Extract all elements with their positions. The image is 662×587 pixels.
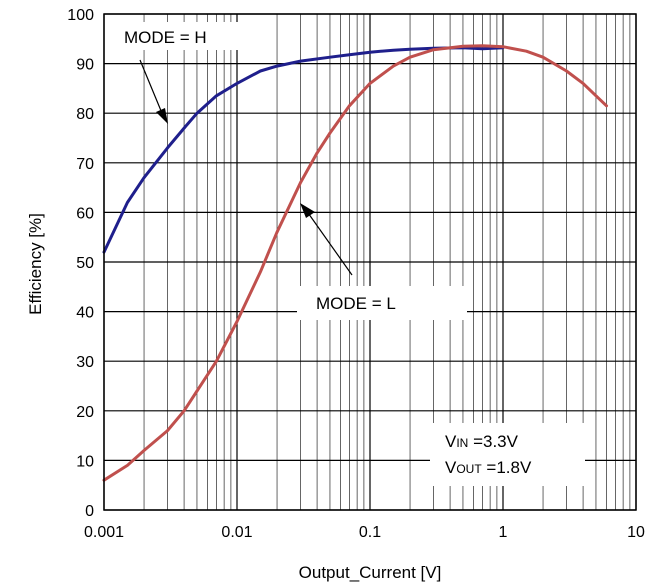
conditions-annotation: VIN =3.3V VOUT =1.8V xyxy=(430,423,585,486)
mode-h-annotation: MODE = H xyxy=(118,22,256,124)
vout-value: =1.8V xyxy=(482,458,532,477)
vin-condition: VIN =3.3V xyxy=(445,432,519,451)
x-tick-label: 1 xyxy=(499,524,508,541)
series-line-mode-l xyxy=(102,44,608,482)
series-line-mode-h xyxy=(102,46,505,254)
vout-symbol: V xyxy=(445,458,457,477)
x-tick-label: 10 xyxy=(627,524,645,541)
mode-l-label: MODE = L xyxy=(316,294,396,313)
conditions-box xyxy=(430,423,585,486)
y-tick-labels: 0 10 20 30 40 50 60 70 80 90 100 xyxy=(67,7,94,520)
y-tick-label: 20 xyxy=(76,404,94,421)
y-tick-label: 70 xyxy=(76,156,94,173)
y-tick-label: 30 xyxy=(76,354,94,371)
y-tick-label: 80 xyxy=(76,106,94,123)
series-layer xyxy=(102,44,608,482)
mode-l-arrow-head xyxy=(300,203,315,218)
mode-h-arrow-head xyxy=(156,108,168,124)
x-tick-label: 0.01 xyxy=(221,524,252,541)
x-axis-title: Output_Current [V] xyxy=(299,563,442,582)
mode-h-label: MODE = H xyxy=(124,28,207,47)
y-tick-label: 10 xyxy=(76,453,94,470)
vin-value: =3.3V xyxy=(468,432,518,451)
y-tick-label: 60 xyxy=(76,205,94,222)
mode-h-label-box xyxy=(118,22,256,50)
y-tick-label: 90 xyxy=(76,57,94,74)
y-tick-label: 40 xyxy=(76,305,94,322)
vout-condition: VOUT =1.8V xyxy=(445,458,532,477)
mode-l-label-box xyxy=(297,286,467,320)
y-tick-label: 50 xyxy=(76,255,94,272)
y-axis-title: Efficiency [%] xyxy=(26,213,45,315)
x-tick-labels: 0.001 0.01 0.1 1 10 xyxy=(84,524,645,541)
mode-l-annotation: MODE = L xyxy=(297,203,467,320)
y-tick-label: 100 xyxy=(67,7,94,24)
x-tick-label: 0.001 xyxy=(84,524,124,541)
mode-l-arrow-line xyxy=(305,209,353,276)
y-tick-label: 0 xyxy=(85,503,94,520)
x-tick-label: 0.1 xyxy=(359,524,381,541)
plot-frame xyxy=(103,13,637,511)
vout-subscript: OUT xyxy=(456,462,482,476)
mode-h-arrow-line xyxy=(139,59,165,119)
vin-symbol: V xyxy=(445,432,457,451)
vin-subscript: IN xyxy=(456,436,468,450)
